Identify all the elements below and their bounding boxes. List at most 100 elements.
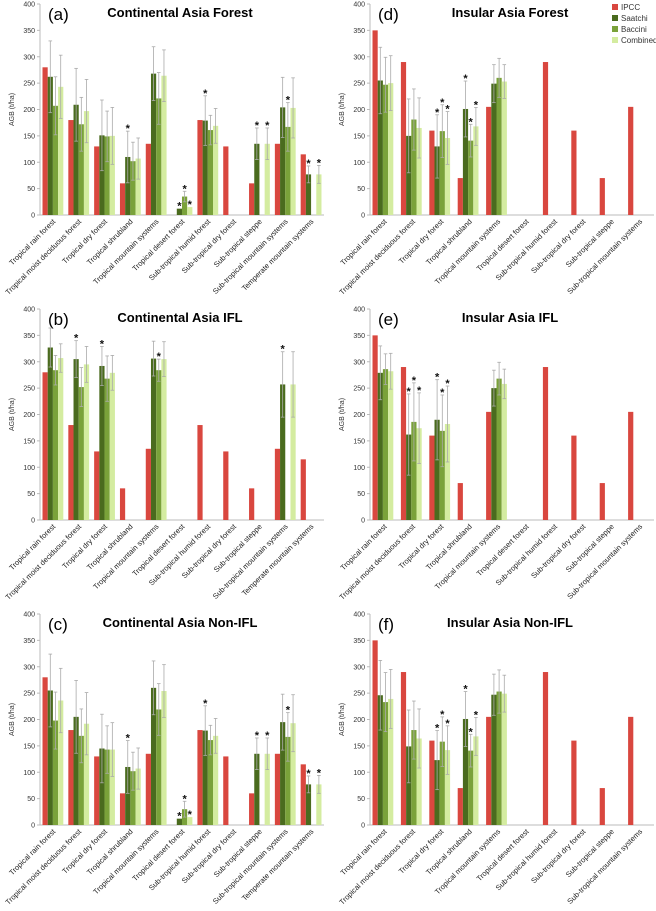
bar-saatchi xyxy=(305,174,312,215)
bar-ipcc xyxy=(300,764,306,825)
y-tick-label: 100 xyxy=(353,465,365,472)
bar-baccini xyxy=(382,369,389,520)
x-tick-label: Tropical rain forest xyxy=(7,826,58,877)
panel-letter: (e) xyxy=(378,310,399,329)
y-tick-label: 400 xyxy=(23,307,35,314)
chart-title: Continental Asia IFL xyxy=(117,310,242,325)
bar-combined xyxy=(83,723,90,825)
bar-ipcc xyxy=(599,178,605,215)
bar-baccini xyxy=(382,702,389,825)
y-axis-label: AGB (t/ha) xyxy=(9,703,16,736)
y-tick-label: 50 xyxy=(357,186,365,193)
y-axis-label: AGB (t/ha) xyxy=(339,93,346,126)
bar-baccini xyxy=(181,196,188,215)
bar-combined xyxy=(161,75,167,216)
bar-ipcc xyxy=(457,483,463,520)
y-tick-label: 0 xyxy=(31,213,35,220)
y-tick-label: 350 xyxy=(23,28,35,35)
significance-star: * xyxy=(306,768,311,780)
bar-ipcc xyxy=(223,451,229,520)
bar-baccini xyxy=(78,124,84,215)
significance-star: * xyxy=(474,99,479,111)
bar-combined xyxy=(501,81,507,215)
y-tick-label: 250 xyxy=(353,386,365,393)
bar-saatchi xyxy=(280,722,286,825)
bar-baccini xyxy=(78,387,84,520)
bar-ipcc xyxy=(457,178,463,215)
y-tick-label: 150 xyxy=(23,438,35,445)
bar-baccini xyxy=(207,740,214,825)
y-axis-label: AGB (t/ha) xyxy=(339,703,346,736)
legend-label: Saatchi xyxy=(621,14,648,23)
bar-baccini xyxy=(52,370,59,520)
x-tick-label: Tropical dry forest xyxy=(60,826,109,875)
legend-swatch xyxy=(612,37,618,43)
bar-ipcc xyxy=(249,488,255,520)
bar-baccini xyxy=(496,378,502,520)
bar-baccini xyxy=(439,131,445,215)
y-tick-label: 400 xyxy=(353,2,365,9)
bar-combined xyxy=(416,428,422,520)
bar-ipcc xyxy=(94,756,100,825)
bar-combined xyxy=(109,135,115,215)
significance-star: * xyxy=(440,387,445,399)
significance-star: * xyxy=(203,698,208,710)
x-tick-label: Sub-tropical dry forest xyxy=(529,521,588,580)
bar-ipcc xyxy=(372,30,378,215)
chart-title: Insular Asia IFL xyxy=(462,310,558,325)
significance-star: * xyxy=(445,104,450,116)
bar-ipcc xyxy=(197,120,203,215)
bar-combined xyxy=(316,174,322,215)
bar-ipcc xyxy=(486,716,492,825)
bar-ipcc xyxy=(429,435,435,520)
bar-saatchi xyxy=(150,687,157,825)
significance-star: * xyxy=(126,733,131,745)
y-tick-label: 200 xyxy=(23,412,35,419)
x-tick-label: Tropical shrubland xyxy=(85,217,135,267)
y-tick-label: 150 xyxy=(353,133,365,140)
bar-saatchi xyxy=(406,434,412,520)
bar-combined xyxy=(316,784,322,825)
bar-saatchi xyxy=(176,208,182,215)
significance-star: * xyxy=(469,726,474,738)
bar-saatchi xyxy=(491,694,497,825)
bar-ipcc xyxy=(400,367,407,520)
significance-star: * xyxy=(445,378,450,390)
bar-combined xyxy=(444,750,451,825)
bar-baccini xyxy=(52,720,59,825)
bar-ipcc xyxy=(571,130,577,215)
significance-star: * xyxy=(317,157,322,169)
bar-ipcc xyxy=(542,62,549,216)
bar-saatchi xyxy=(47,690,53,825)
bar-saatchi xyxy=(150,73,157,215)
chart-title: Continental Asia Forest xyxy=(107,5,253,20)
y-tick-label: 350 xyxy=(353,28,365,35)
bar-saatchi xyxy=(462,718,469,825)
bar-saatchi xyxy=(280,107,286,215)
bar-combined xyxy=(161,691,167,825)
bar-saatchi xyxy=(305,784,312,825)
bar-combined xyxy=(83,111,90,215)
legend-swatch xyxy=(612,15,618,21)
bar-baccini xyxy=(285,736,291,825)
significance-star: * xyxy=(265,120,270,132)
panel-letter: (d) xyxy=(378,5,399,24)
legend-label: Baccini xyxy=(621,25,647,34)
bar-combined xyxy=(135,768,141,825)
legend-label: Combined xyxy=(621,36,656,45)
bar-saatchi xyxy=(280,384,286,520)
significance-star: * xyxy=(317,767,322,779)
bar-ipcc xyxy=(300,459,306,520)
bar-saatchi xyxy=(176,818,182,825)
bar-baccini xyxy=(468,750,474,825)
bar-ipcc xyxy=(571,740,577,825)
y-tick-label: 350 xyxy=(23,333,35,340)
bar-baccini xyxy=(496,691,502,825)
bar-ipcc xyxy=(197,425,203,520)
bar-ipcc xyxy=(274,448,281,520)
bar-baccini xyxy=(382,84,389,216)
significance-star: * xyxy=(286,95,291,107)
bar-saatchi xyxy=(406,746,412,825)
bar-ipcc xyxy=(542,672,549,825)
